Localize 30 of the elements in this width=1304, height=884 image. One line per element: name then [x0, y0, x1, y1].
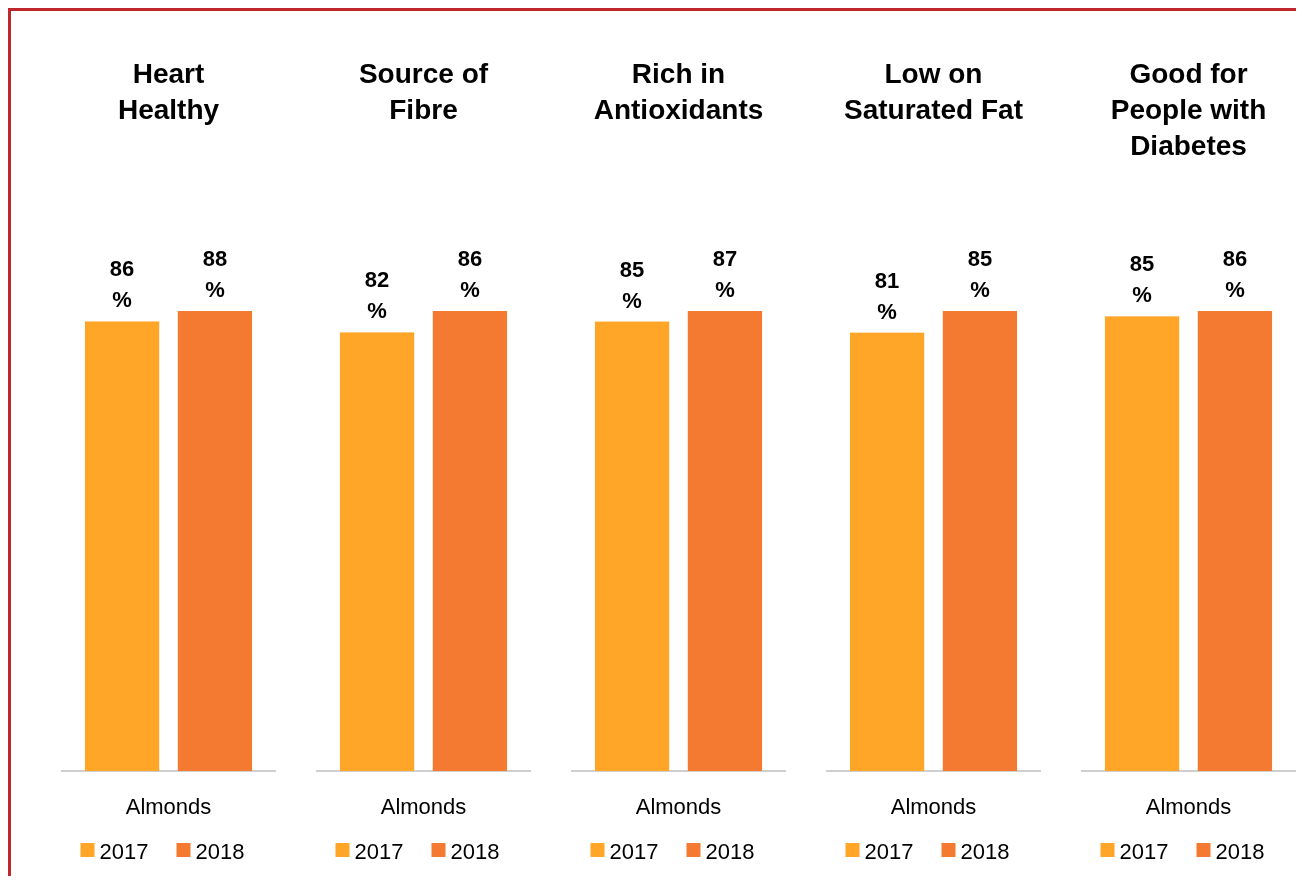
legend-label: 2018 [450, 839, 500, 864]
legend-label: 2017 [354, 839, 404, 864]
data-label: 85 % [967, 246, 993, 302]
chart-title: Heart Healthy [117, 58, 220, 125]
data-label: 86 % [457, 246, 483, 302]
legend-label: 2017 [99, 839, 149, 864]
data-label: 87 % [712, 246, 738, 302]
chart-title: Low on Saturated Fat [844, 58, 1023, 125]
data-label: 81 % [874, 267, 900, 324]
legend-label: 2018 [1215, 839, 1265, 864]
data-label: 82 % [364, 267, 390, 324]
chart-title: Source of Fibre [358, 58, 489, 125]
x-tick-label: Almonds [380, 794, 467, 819]
x-tick-label: Almonds [890, 794, 977, 819]
x-tick-label: Almonds [1145, 794, 1232, 819]
x-tick-label: Almonds [635, 794, 722, 819]
legend-label: 2018 [195, 839, 245, 864]
data-label: 86 % [109, 256, 135, 313]
legend-label: 2018 [960, 839, 1010, 864]
legend-label: 2017 [864, 839, 914, 864]
x-tick-label: Almonds [125, 794, 212, 819]
legend-label: 2017 [1119, 839, 1169, 864]
data-label: 85 % [1129, 251, 1155, 308]
data-label: 86 % [1222, 246, 1248, 302]
data-label: 85 % [619, 256, 645, 313]
legend-label: 2018 [705, 839, 755, 864]
data-label: 88 % [202, 246, 228, 302]
chart-title: Rich in Antioxidants [593, 58, 764, 125]
chart-title: Good for People with Diabetes [1110, 58, 1267, 161]
legend-label: 2017 [609, 839, 659, 864]
